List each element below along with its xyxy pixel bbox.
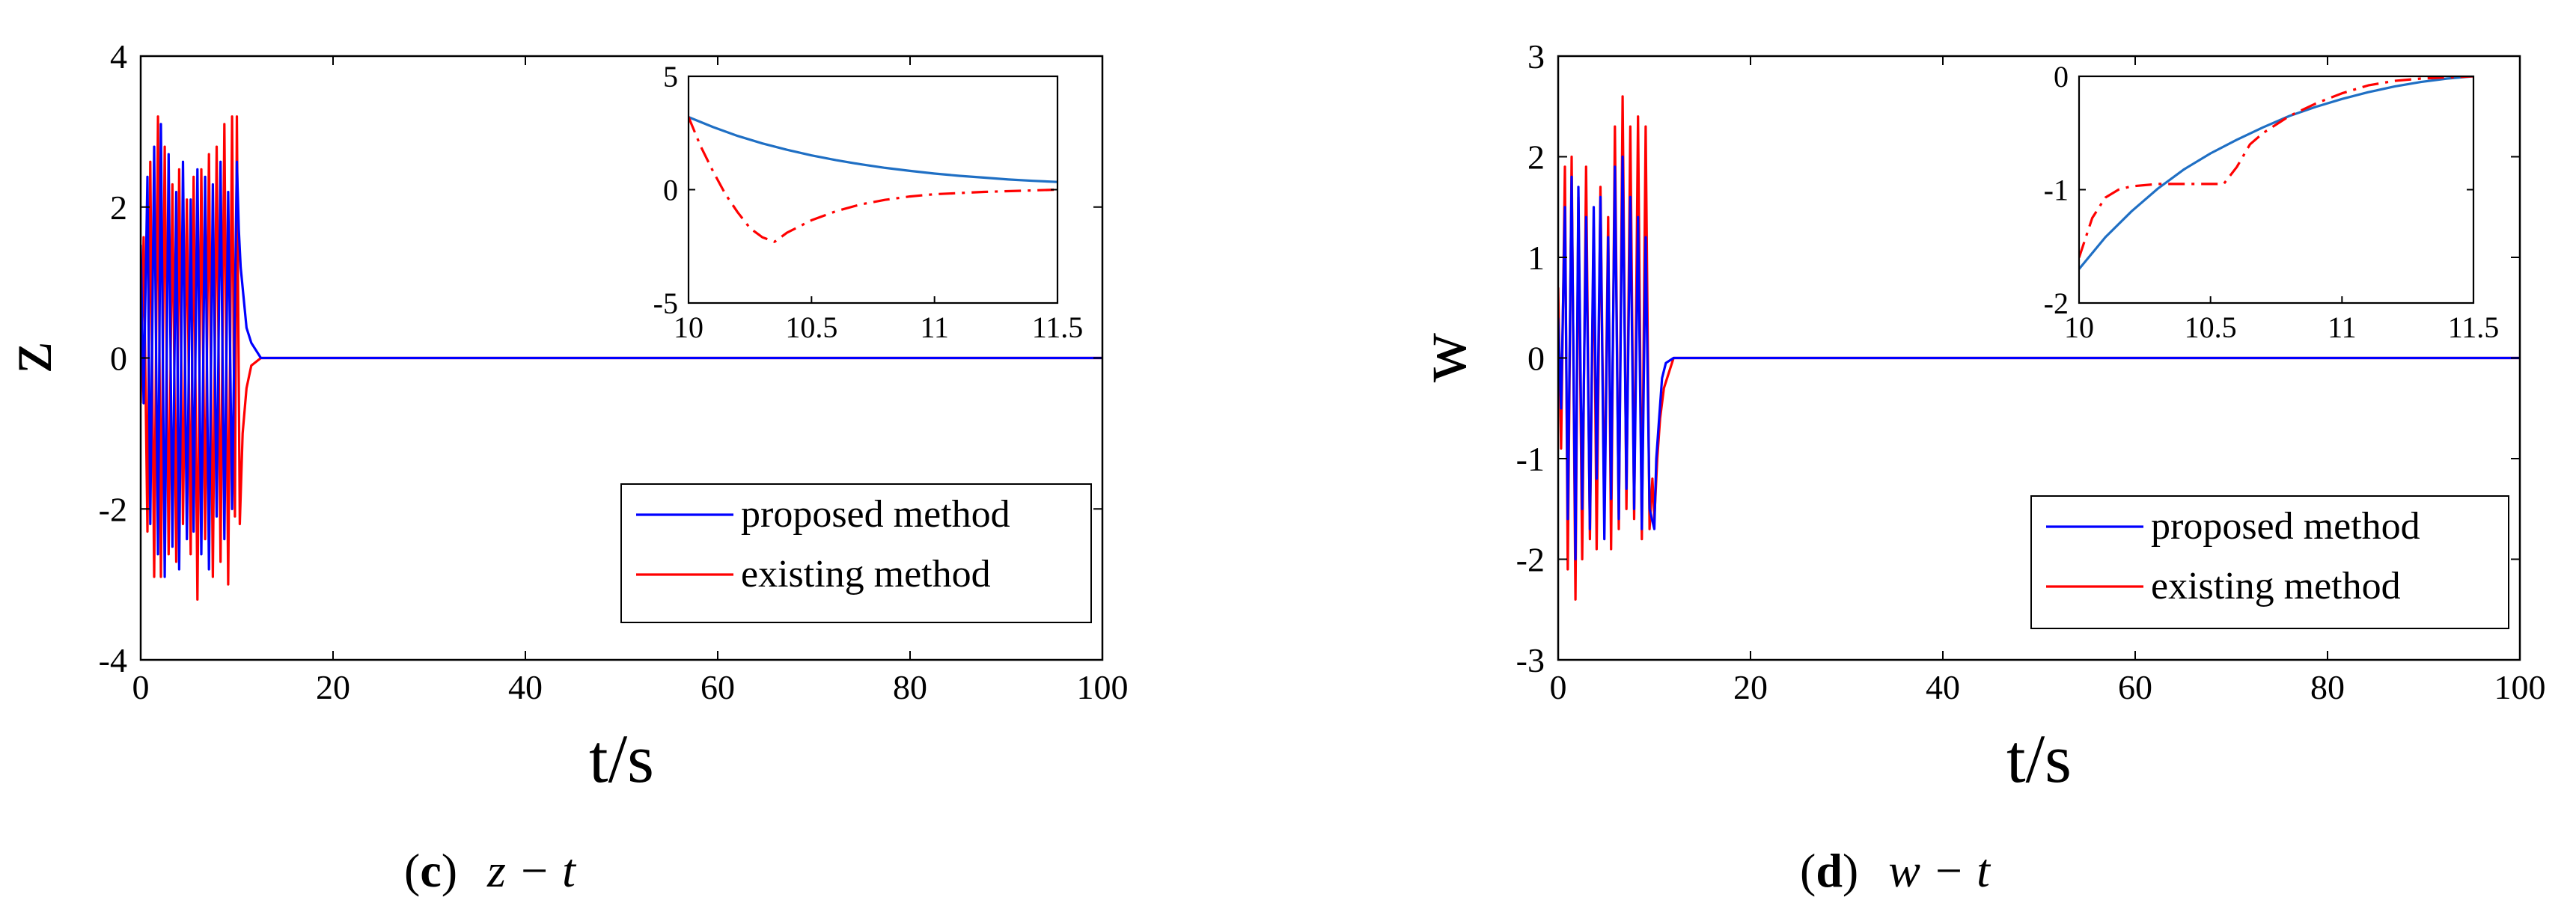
inset-y-tick-label: 0 <box>2054 60 2069 94</box>
series-line-proposed-method <box>1558 155 2520 561</box>
legend-label: proposed method <box>741 493 1010 536</box>
legend-box <box>620 483 1092 623</box>
inset-background <box>2079 76 2473 303</box>
legend-box <box>2030 495 2509 629</box>
y-tick-label: -2 <box>1516 541 1545 579</box>
figure-caption: (c) z − t <box>404 844 577 897</box>
caption-paren-close: ) <box>1843 844 1858 897</box>
y-tick-label: 0 <box>110 340 127 378</box>
x-tick-label: 40 <box>1926 668 1960 706</box>
y-tick-label: 0 <box>1527 340 1545 378</box>
y-tick-label: -4 <box>99 641 127 679</box>
inset-x-tick-label: 11.5 <box>2448 310 2500 344</box>
inset-x-tick-label: 11 <box>920 310 949 344</box>
y-axis-label: w <box>1404 332 1480 382</box>
inset-x-tick-label: 10 <box>2064 310 2094 344</box>
caption-paren-open: ( <box>1800 844 1816 897</box>
series-line-proposed-method <box>141 123 1102 578</box>
y-tick-label: -3 <box>1516 641 1545 679</box>
x-tick-label: 0 <box>1550 668 1567 706</box>
inset-y-tick-label: -2 <box>2044 287 2069 320</box>
x-tick-label: 20 <box>316 668 350 706</box>
x-tick-label: 80 <box>893 668 927 706</box>
inset-series-line-proposed-method <box>689 116 1057 183</box>
x-tick-label: 0 <box>132 668 150 706</box>
inset-series-line-existing-method <box>2079 76 2473 258</box>
caption-text: z − t <box>486 844 577 897</box>
caption-paren-open: ( <box>404 844 420 897</box>
x-axis-label: t/s <box>589 720 654 797</box>
caption-letter: c <box>420 844 441 897</box>
y-tick-label: 3 <box>1527 37 1545 76</box>
figure-caption: (d) w − t <box>1800 844 1991 897</box>
legend-label: existing method <box>2151 565 2401 607</box>
inset-y-tick-label: 5 <box>663 60 678 94</box>
inset-x-tick-label: 10 <box>674 310 703 344</box>
inset-x-tick-label: 10.5 <box>2185 310 2237 344</box>
y-tick-label: 2 <box>1527 138 1545 177</box>
y-tick-label: 4 <box>110 37 127 76</box>
x-tick-label: 40 <box>508 668 543 706</box>
x-axis-label: t/s <box>2006 720 2072 797</box>
inset-y-tick-label: 0 <box>663 174 678 207</box>
x-tick-label: 20 <box>1733 668 1768 706</box>
inset-y-tick-label: -5 <box>653 287 678 320</box>
inset-series-line-existing-method <box>689 116 1057 243</box>
y-tick-label: 1 <box>1527 239 1545 277</box>
x-tick-label: 100 <box>2494 668 2546 706</box>
inset-series-line-proposed-method <box>2079 76 2473 270</box>
inset-y-tick-label: -1 <box>2044 174 2069 207</box>
x-tick-label: 60 <box>2118 668 2152 706</box>
inset-x-tick-label: 11 <box>2328 310 2357 344</box>
x-tick-label: 100 <box>1077 668 1129 706</box>
inset-x-tick-label: 11.5 <box>1032 310 1084 344</box>
x-tick-label: 80 <box>2310 668 2345 706</box>
y-axis-label: z <box>0 343 66 373</box>
caption-text: w − t <box>1888 844 1991 897</box>
inset-background <box>689 76 1057 303</box>
caption-paren-close: ) <box>442 844 457 897</box>
inset-x-tick-label: 10.5 <box>785 310 837 344</box>
caption-letter: d <box>1816 844 1843 897</box>
y-tick-label: -2 <box>99 490 127 528</box>
x-tick-label: 60 <box>701 668 735 706</box>
legend-label: existing method <box>741 553 991 596</box>
y-tick-label: 2 <box>110 189 127 227</box>
y-tick-label: -1 <box>1516 440 1545 478</box>
legend-label: proposed method <box>2151 505 2420 548</box>
